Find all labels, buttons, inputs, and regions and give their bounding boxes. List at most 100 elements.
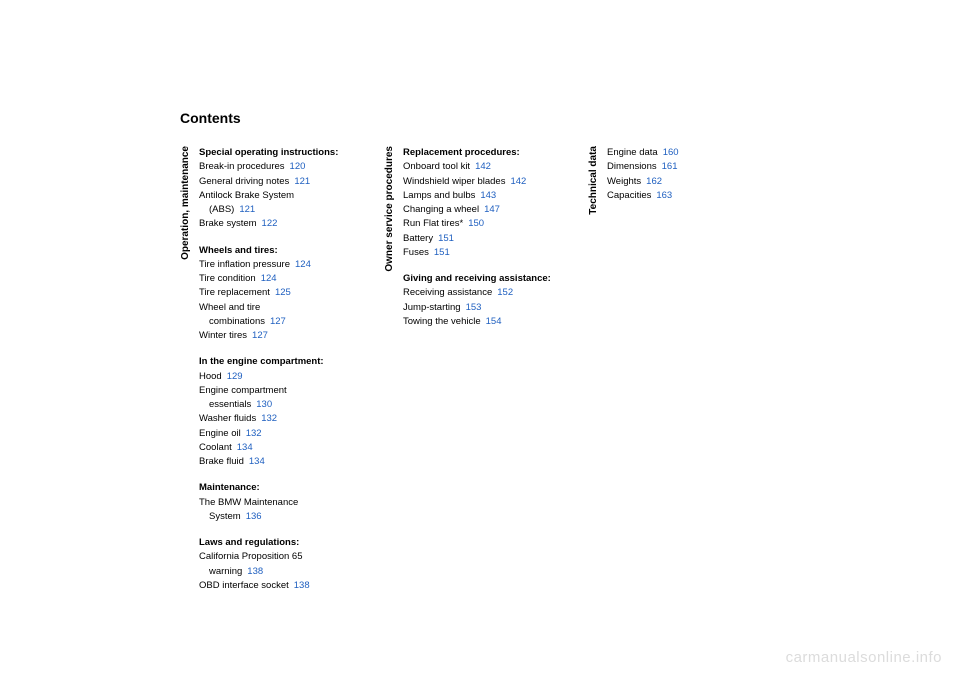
- page-number[interactable]: 160: [658, 147, 679, 158]
- entry-text: Break-in procedures: [199, 161, 285, 172]
- entry-text: combinations: [209, 316, 265, 327]
- page-number[interactable]: 154: [481, 316, 502, 327]
- page-number[interactable]: 124: [290, 259, 311, 270]
- entry-text: Engine compartment: [199, 385, 287, 396]
- page-number[interactable]: 152: [492, 287, 513, 298]
- page-number[interactable]: 138: [242, 566, 263, 577]
- column-label: Owner service procedures: [384, 146, 395, 274]
- page-number[interactable]: 143: [475, 190, 496, 201]
- toc-entry: Dimensions161: [607, 160, 762, 174]
- toc-entry: Engine compartment: [199, 384, 354, 398]
- page-number[interactable]: 127: [247, 330, 268, 341]
- page-number[interactable]: 161: [657, 161, 678, 172]
- page-number[interactable]: 125: [270, 287, 291, 298]
- page-number[interactable]: 136: [241, 511, 262, 522]
- toc-entry: Capacities163: [607, 189, 762, 203]
- page-number[interactable]: 142: [505, 176, 526, 187]
- entry-text: Jump-starting: [403, 302, 461, 313]
- page-number[interactable]: 150: [463, 218, 484, 229]
- entry-text: OBD interface socket: [199, 580, 289, 591]
- entry-text: System: [209, 511, 241, 522]
- page-number[interactable]: 121: [289, 176, 310, 187]
- toc-entry: Antilock Brake System: [199, 189, 354, 203]
- toc-entry: Weights162: [607, 175, 762, 189]
- column-content: Special operating instructions:Break-in …: [199, 146, 354, 605]
- toc-entry-cont: warning138: [199, 565, 354, 579]
- toc-entry: Hood129: [199, 370, 354, 384]
- toc-entry: California Proposition 65: [199, 550, 354, 564]
- page-number[interactable]: 153: [461, 302, 482, 313]
- section-heading: Special operating instructions:: [199, 146, 354, 160]
- section: Engine data160Dimensions161Weights162Cap…: [607, 146, 762, 203]
- page-number[interactable]: 122: [257, 218, 278, 229]
- toc-entry: Brake fluid134: [199, 455, 354, 469]
- section-heading: Maintenance:: [199, 481, 354, 495]
- entry-text: Tire condition: [199, 273, 256, 284]
- section-heading: In the engine compartment:: [199, 355, 354, 369]
- toc-entry-cont: System136: [199, 510, 354, 524]
- page-number[interactable]: 132: [241, 428, 262, 439]
- entry-text: Engine oil: [199, 428, 241, 439]
- section-heading: Laws and regulations:: [199, 536, 354, 550]
- toc-entry: Wheel and tire: [199, 301, 354, 315]
- page-number[interactable]: 124: [256, 273, 277, 284]
- page-number[interactable]: 142: [470, 161, 491, 172]
- entry-text: Tire replacement: [199, 287, 270, 298]
- toc-entry: Tire replacement125: [199, 286, 354, 300]
- toc-entry: Brake system122: [199, 217, 354, 231]
- page-title: Contents: [180, 110, 860, 126]
- toc-entry: OBD interface socket138: [199, 579, 354, 593]
- column-label: Operation, maintenance: [180, 146, 191, 262]
- toc-entry: Run Flat tires*150: [403, 217, 558, 231]
- page-number[interactable]: 130: [251, 399, 272, 410]
- entry-text: Coolant: [199, 442, 232, 453]
- toc-entry: Tire inflation pressure124: [199, 258, 354, 272]
- toc-entry: General driving notes121: [199, 175, 354, 189]
- entry-text: Engine data: [607, 147, 658, 158]
- page-number[interactable]: 120: [285, 161, 306, 172]
- entry-text: Weights: [607, 176, 641, 187]
- toc-entry: Break-in procedures120: [199, 160, 354, 174]
- entry-text: Antilock Brake System: [199, 190, 294, 201]
- page-number[interactable]: 132: [256, 413, 277, 424]
- toc-entry: Fuses151: [403, 246, 558, 260]
- entry-text: Tire inflation pressure: [199, 259, 290, 270]
- toc-entry: Receiving assistance152: [403, 286, 558, 300]
- page-number[interactable]: 127: [265, 316, 286, 327]
- page-number[interactable]: 129: [222, 371, 243, 382]
- page-number[interactable]: 162: [641, 176, 662, 187]
- entry-text: California Proposition 65: [199, 551, 303, 562]
- toc-entry: Windshield wiper blades142: [403, 175, 558, 189]
- toc-entry-cont: (ABS)121: [199, 203, 354, 217]
- section: Replacement procedures:Onboard tool kit1…: [403, 146, 558, 260]
- toc-entry: Onboard tool kit142: [403, 160, 558, 174]
- entry-text: Dimensions: [607, 161, 657, 172]
- entry-text: Wheel and tire: [199, 302, 260, 313]
- toc-entry: Battery151: [403, 232, 558, 246]
- section: Maintenance:The BMW MaintenanceSystem136: [199, 481, 354, 524]
- page-number[interactable]: 121: [234, 204, 255, 215]
- toc-entry: Winter tires127: [199, 329, 354, 343]
- page-number[interactable]: 151: [433, 233, 454, 244]
- entry-text: Lamps and bulbs: [403, 190, 475, 201]
- section-heading: Giving and receiving assistance:: [403, 272, 558, 286]
- section: Special operating instructions:Break-in …: [199, 146, 354, 232]
- page-number[interactable]: 134: [232, 442, 253, 453]
- section: Laws and regulations:California Proposit…: [199, 536, 354, 593]
- entry-text: warning: [209, 566, 242, 577]
- entry-text: Fuses: [403, 247, 429, 258]
- column-content: Replacement procedures:Onboard tool kit1…: [403, 146, 558, 341]
- page-number[interactable]: 163: [651, 190, 672, 201]
- section: Wheels and tires:Tire inflation pressure…: [199, 244, 354, 344]
- page-number[interactable]: 151: [429, 247, 450, 258]
- entry-text: General driving notes: [199, 176, 289, 187]
- page-number[interactable]: 138: [289, 580, 310, 591]
- page-number[interactable]: 134: [244, 456, 265, 467]
- page-number[interactable]: 147: [479, 204, 500, 215]
- section-heading: Wheels and tires:: [199, 244, 354, 258]
- entry-text: Winter tires: [199, 330, 247, 341]
- toc-entry-cont: essentials130: [199, 398, 354, 412]
- entry-text: Windshield wiper blades: [403, 176, 505, 187]
- watermark-text: carmanualsonline.info: [786, 649, 942, 666]
- section: Giving and receiving assistance:Receivin…: [403, 272, 558, 329]
